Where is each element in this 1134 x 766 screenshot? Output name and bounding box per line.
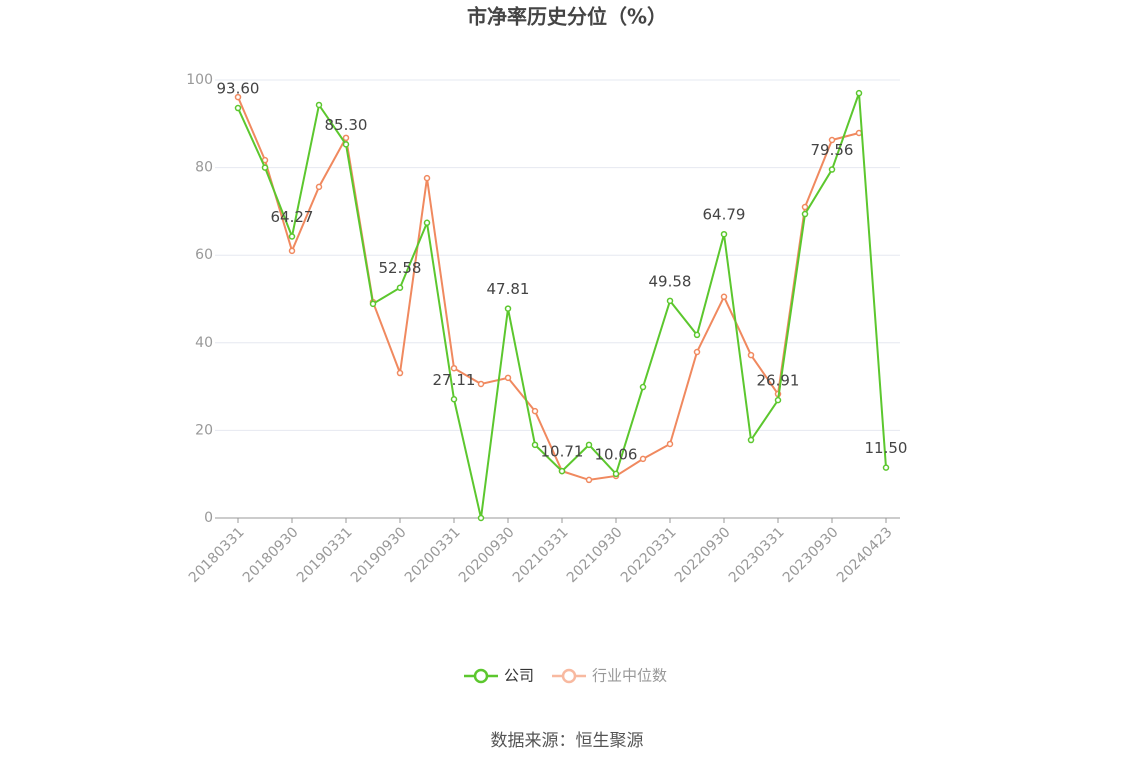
legend-label: 行业中位数 — [592, 667, 667, 685]
x-tick-label: 20190331 — [294, 524, 356, 586]
point — [801, 203, 809, 211]
point — [720, 230, 728, 238]
x-tick-label: 20190930 — [348, 524, 410, 586]
point — [477, 380, 485, 388]
point — [477, 514, 485, 522]
point — [828, 166, 836, 173]
data-label: 26.91 — [757, 372, 800, 390]
point — [585, 476, 593, 484]
data-label: 52.58 — [379, 259, 422, 277]
point — [693, 331, 701, 339]
data-label: 47.81 — [487, 280, 530, 298]
y-tick-label: 0 — [204, 510, 213, 526]
point — [234, 104, 242, 112]
x-tick-label: 20210331 — [510, 524, 572, 586]
chart-title: 市净率历史分位（%） — [467, 5, 667, 29]
y-tick-label: 60 — [195, 247, 213, 263]
point — [288, 233, 296, 240]
x-tick-label: 20200930 — [456, 524, 518, 586]
data-label: 49.58 — [649, 272, 692, 290]
point — [450, 364, 458, 372]
point — [315, 183, 323, 191]
y-tick-label: 100 — [186, 72, 213, 88]
point — [612, 470, 620, 478]
legend-marker — [473, 668, 489, 684]
legend-marker — [561, 668, 577, 684]
x-tick-label: 20220930 — [672, 524, 734, 586]
data-label: 11.50 — [865, 439, 908, 457]
x-tick-label: 20200331 — [402, 524, 464, 586]
x-tick-label: 20180930 — [240, 524, 302, 586]
point — [747, 351, 755, 359]
x-tick-label: 20230930 — [780, 524, 842, 586]
point — [585, 441, 593, 449]
x-tick-label: 20220331 — [618, 524, 680, 586]
point — [396, 284, 404, 291]
point — [396, 369, 404, 377]
x-tick-label: 20240423 — [834, 524, 896, 586]
point — [288, 247, 296, 255]
point — [234, 93, 242, 101]
point — [747, 436, 755, 444]
x-tick-label: 20210930 — [564, 524, 626, 586]
point — [720, 293, 728, 301]
point — [450, 396, 458, 403]
point — [504, 374, 512, 382]
point — [342, 141, 350, 148]
data-label: 64.79 — [703, 206, 746, 224]
data-label: 10.71 — [541, 443, 584, 461]
point — [261, 164, 269, 171]
source: 数据来源：恒生聚源 — [491, 731, 644, 751]
x-tick-label: 20230331 — [726, 524, 788, 586]
y-tick-label: 20 — [195, 422, 213, 438]
data-label: 64.27 — [271, 208, 314, 226]
data-label: 93.60 — [217, 80, 260, 98]
point — [801, 210, 809, 218]
point — [639, 383, 647, 391]
point — [423, 219, 431, 227]
point — [855, 89, 863, 97]
point — [639, 455, 647, 463]
point — [531, 407, 539, 415]
data-label: 85.30 — [325, 116, 368, 134]
point — [666, 440, 674, 448]
point — [558, 467, 566, 475]
y-tick-label: 80 — [195, 160, 213, 176]
legend-label: 公司 — [504, 667, 534, 685]
point — [693, 348, 701, 356]
point — [342, 134, 350, 142]
point — [369, 300, 377, 308]
point — [666, 297, 674, 305]
point — [504, 305, 512, 312]
point — [828, 136, 836, 144]
data-label: 79.56 — [811, 141, 854, 159]
point — [423, 174, 431, 182]
point — [774, 396, 782, 404]
x-tick-label: 20180331 — [186, 524, 248, 586]
point — [315, 101, 323, 109]
data-label: 10.06 — [595, 445, 638, 463]
series-line — [237, 96, 860, 481]
point — [882, 464, 890, 471]
data-label: 27.11 — [433, 371, 476, 389]
y-tick-label: 40 — [195, 335, 213, 351]
point — [531, 441, 539, 449]
